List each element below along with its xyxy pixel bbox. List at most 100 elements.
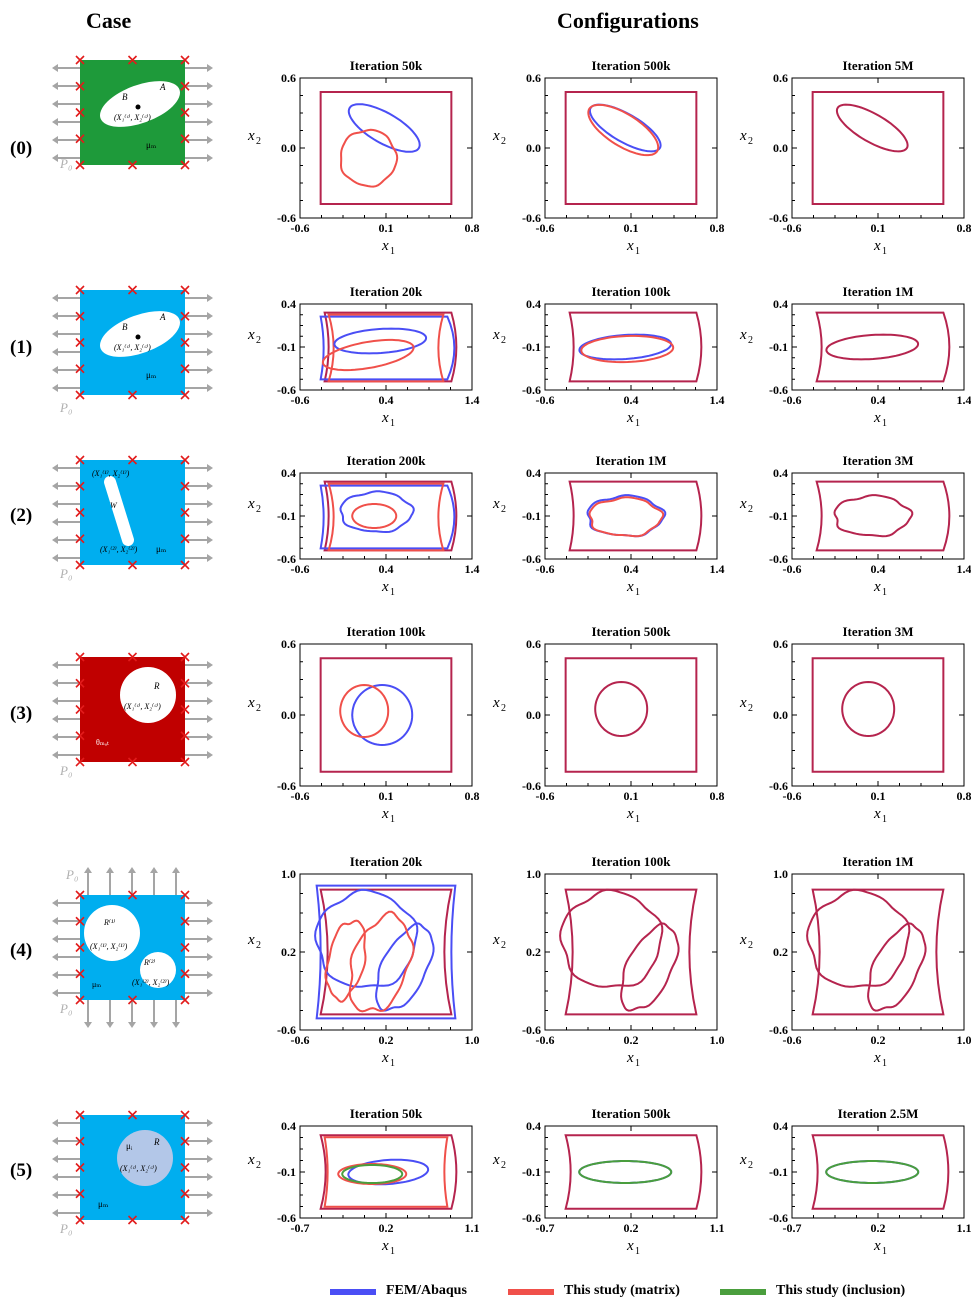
y-axis-subscript: 2	[501, 1160, 506, 1171]
x-axis-subscript: 1	[390, 814, 395, 825]
center-dot	[135, 104, 141, 110]
fixed-point-x-icon	[180, 890, 190, 900]
x-axis-label: x	[873, 1238, 881, 1254]
plot-5-0	[299, 1125, 473, 1219]
outer-boundary	[811, 91, 945, 205]
fixed-point-x-icon	[180, 1189, 190, 1199]
arrow-head-icon	[207, 917, 213, 925]
y-tick-label: -0.6	[769, 383, 788, 397]
x-tick-label: 0.1	[624, 221, 639, 235]
outer-boundary-matrix	[327, 313, 445, 383]
plot-frame	[544, 873, 718, 1031]
arrow-head-icon	[52, 348, 58, 356]
y-axis-label: x	[739, 695, 747, 711]
arrow-head-icon	[207, 518, 213, 526]
circular-inclusion-1	[84, 905, 140, 961]
arrow-head-icon	[207, 1137, 213, 1145]
case-label-4: (4)	[10, 940, 33, 961]
inclusion-boundary	[833, 494, 914, 538]
fixed-point-x-icon	[180, 995, 190, 1005]
case-label-1: (1)	[10, 337, 33, 358]
x-axis-label: x	[873, 238, 881, 254]
y-tick-label: 0.6	[526, 637, 541, 651]
arrow-head-icon	[207, 482, 213, 490]
fixed-point-x-icon	[180, 55, 190, 65]
arrow-head-icon	[207, 971, 213, 979]
arrow-head-icon	[52, 989, 58, 997]
x-tick-label: -0.6	[536, 789, 555, 803]
x-tick-label: 1.1	[465, 1221, 480, 1235]
arrow-head-icon	[52, 697, 58, 705]
x-axis-label: x	[873, 806, 881, 822]
y-axis-label: x	[247, 1152, 255, 1168]
arrow-head-icon	[150, 1022, 158, 1028]
arrow-head-icon	[52, 917, 58, 925]
fixed-point-x-icon	[75, 890, 85, 900]
x-axis-subscript: 1	[635, 814, 640, 825]
fixed-point-x-icon	[127, 55, 138, 65]
x-axis-label: x	[626, 410, 634, 426]
case-annotation: μₘ	[146, 370, 157, 380]
x-axis-subscript: 1	[390, 418, 395, 429]
arrow-head-icon	[52, 953, 58, 961]
plot-0-1	[544, 77, 718, 219]
x-tick-label: 0.1	[871, 789, 886, 803]
y-axis-label: x	[247, 932, 255, 948]
outer-boundary	[319, 1134, 458, 1210]
fixed-point-x-icon	[180, 1110, 190, 1120]
case-schematic-0	[52, 55, 213, 170]
arrow-head-icon	[207, 953, 213, 961]
plot-4-1	[544, 873, 718, 1031]
x-tick-label: 0.1	[871, 221, 886, 235]
inclusion-boundary	[594, 680, 649, 738]
x-tick-label: 0.1	[379, 221, 394, 235]
fixed-point-x-icon	[127, 890, 138, 900]
case-label-3: (3)	[10, 703, 33, 724]
x-tick-label: -0.7	[783, 1221, 802, 1235]
x-tick-label: -0.6	[536, 1033, 555, 1047]
arrow-head-icon	[52, 554, 58, 562]
y-tick-label: 0.2	[526, 945, 541, 959]
plot-frame	[544, 643, 718, 787]
x-tick-label: 1.4	[957, 393, 971, 407]
outer-boundary	[564, 888, 698, 1016]
legend-label-inclusion: This study (inclusion)	[776, 1283, 906, 1298]
outer-boundary	[811, 888, 945, 1016]
y-tick-label: 0.6	[773, 637, 788, 651]
inclusion-boundary-fem	[347, 1158, 430, 1186]
case-annotation: P₀	[59, 763, 72, 778]
arrow-head-icon	[52, 899, 58, 907]
outer-boundary-matrix	[327, 482, 445, 552]
circular-inclusion-2	[140, 952, 176, 988]
y-tick-label: 0.4	[281, 466, 296, 480]
inclusion-boundary-matrix	[588, 496, 665, 538]
outer-boundary	[564, 657, 698, 773]
fixed-point-x-icon	[75, 1215, 85, 1225]
fixed-point-x-icon	[75, 678, 85, 688]
y-tick-label: 1.0	[281, 867, 296, 881]
outer-boundary	[323, 480, 458, 552]
y-axis-label: x	[739, 932, 747, 948]
x-tick-label: 0.2	[624, 1221, 639, 1235]
fixed-point-x-icon	[180, 285, 190, 295]
arrow-head-icon	[207, 312, 213, 320]
inclusion-boundary-inclusion	[578, 1160, 673, 1184]
outer-boundary	[319, 657, 453, 773]
arrow-head-icon	[52, 1173, 58, 1181]
plot-0-2	[791, 77, 965, 219]
x-axis-subscript: 1	[635, 246, 640, 257]
inclusion-boundary-1	[314, 888, 419, 988]
fixed-point-x-icon	[127, 455, 138, 465]
plot-title: Iteration 500k	[591, 58, 671, 73]
fixed-point-x-icon	[180, 1136, 190, 1146]
case-annotation: (X₁⁽ᶜ⁾, X₂⁽ᶜ⁾)	[114, 343, 151, 352]
fixed-point-x-icon	[180, 481, 190, 491]
y-axis-label: x	[247, 128, 255, 144]
arrow-head-icon	[52, 330, 58, 338]
plot-title: Iteration 20k	[350, 854, 423, 869]
x-tick-label: 0.4	[379, 393, 394, 407]
plot-frame	[299, 873, 473, 1031]
fixed-point-x-icon	[127, 1215, 138, 1225]
plot-4-0	[299, 873, 473, 1031]
case-label-5: (5)	[10, 1160, 33, 1181]
